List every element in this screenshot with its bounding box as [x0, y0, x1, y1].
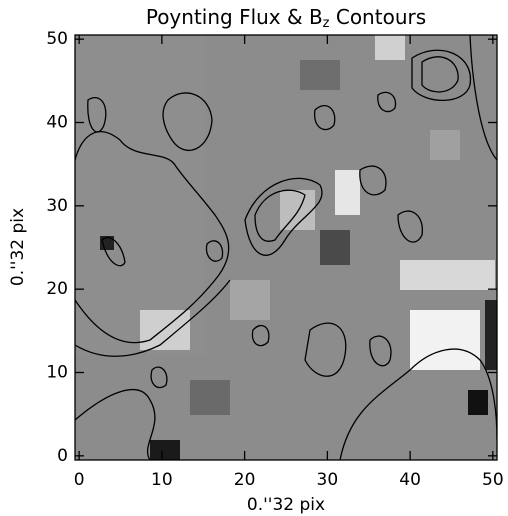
chart-title: Poynting Flux & Bz Contours	[146, 5, 426, 31]
plot-frame	[74, 34, 498, 461]
y-tick-label: 0	[57, 446, 68, 466]
contours	[75, 35, 497, 460]
title-subscript: z	[323, 16, 330, 31]
x-tick-label: 0	[74, 470, 85, 490]
y-tick-label: 20	[46, 279, 68, 299]
y-tick-label: 50	[46, 29, 68, 49]
y-tick-label: 10	[46, 363, 68, 383]
y-tick-label: 40	[46, 113, 68, 133]
x-tick-label: 50	[482, 470, 504, 490]
title-suffix: Contours	[330, 5, 427, 29]
title-main: Poynting Flux & B	[146, 5, 323, 29]
map-shading	[75, 35, 497, 460]
x-tick-label: 20	[234, 470, 256, 490]
x-tick-label: 40	[399, 470, 421, 490]
y-tick-label: 30	[46, 196, 68, 216]
flux-map	[75, 35, 497, 460]
x-tick-label: 10	[151, 470, 173, 490]
x-tick-label: 30	[317, 470, 339, 490]
y-axis-label: 0.''32 pix	[8, 208, 28, 286]
x-axis-label: 0.''32 pix	[247, 495, 325, 515]
